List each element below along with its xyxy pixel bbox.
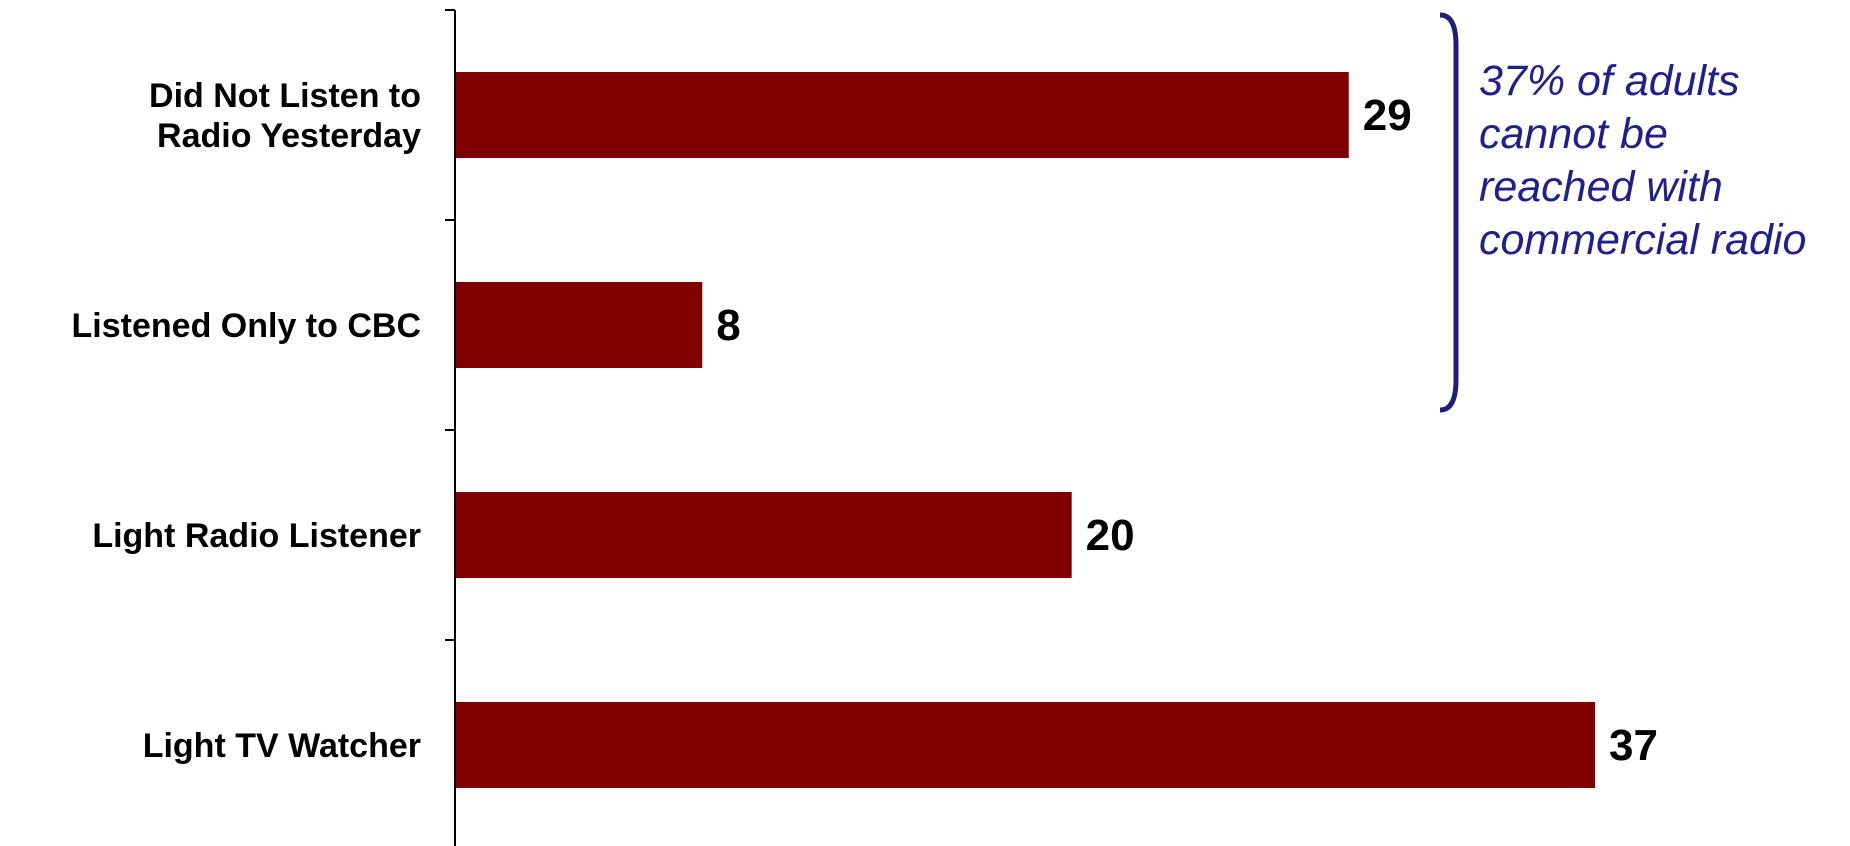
category-label: Did Not Listen to Radio Yesterday	[149, 77, 421, 155]
category-label: Light Radio Listener	[92, 517, 421, 555]
category-label: Light TV Watcher	[143, 727, 421, 765]
data-label: 37	[1609, 721, 1658, 770]
bars-layer	[456, 72, 1595, 788]
category-labels: Did Not Listen to Radio Yesterday Listened…	[72, 77, 422, 765]
annotation-line: commercial radio	[1479, 216, 1806, 264]
annotation-line: cannot be	[1479, 110, 1668, 158]
annotation-text: 37% of adults cannot be reached with commer…	[1479, 57, 1806, 264]
annotation-line: 37% of adults	[1479, 57, 1740, 105]
category-label-line: Light Radio Listener	[92, 517, 421, 555]
bar	[456, 282, 703, 368]
data-label: 29	[1363, 91, 1412, 140]
data-label: 8	[716, 301, 740, 350]
category-label-line: Did Not Listen to	[149, 77, 421, 115]
annotation-line: reached with	[1479, 163, 1723, 211]
category-label: Listened Only to CBC	[72, 307, 421, 345]
category-label-line: Radio Yesterday	[157, 117, 421, 155]
bar	[456, 702, 1595, 788]
annotation: 37% of adults cannot be reached with commer…	[1439, 12, 1806, 413]
annotation-brace	[1439, 12, 1459, 413]
bar	[456, 492, 1072, 578]
category-label-line: Light TV Watcher	[143, 727, 421, 765]
axis-layer	[445, 9, 456, 846]
data-label: 20	[1086, 511, 1135, 560]
category-label-line: Listened Only to CBC	[72, 307, 421, 345]
data-labels: 29 8 20 37	[716, 91, 1658, 770]
bar	[456, 72, 1349, 158]
